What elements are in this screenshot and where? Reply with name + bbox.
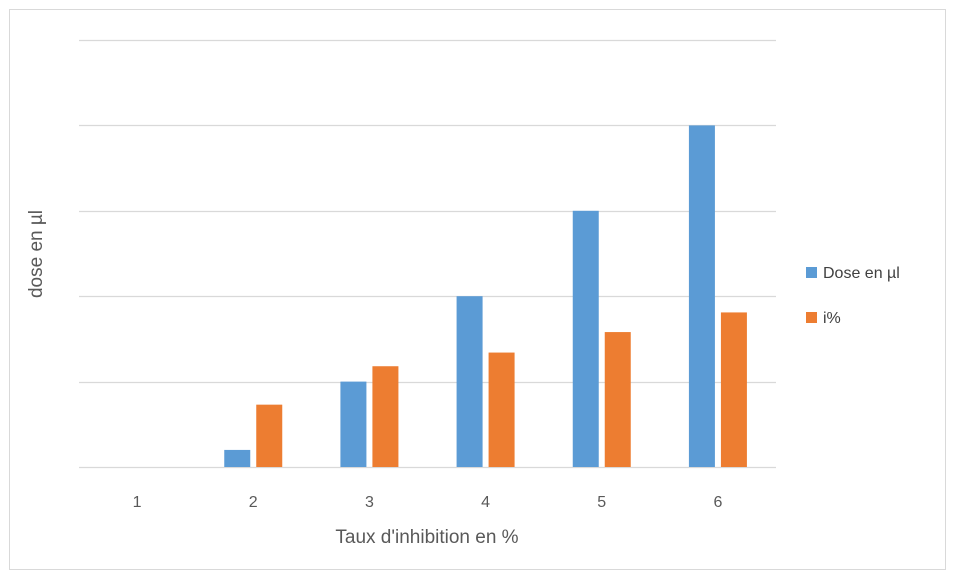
x-axis-title: Taux d'inhibition en %	[335, 527, 518, 548]
bar-i-percent-3	[372, 366, 399, 467]
x-tick-label: 4	[481, 494, 490, 511]
bar-dose-2	[224, 449, 251, 467]
bar-dose-6	[688, 125, 715, 468]
legend-label: Dose en µl	[823, 265, 900, 282]
bar-i-percent-6	[720, 312, 747, 467]
bar-i-percent-2	[256, 404, 283, 467]
legend-swatch	[806, 267, 817, 278]
legend-swatch	[806, 312, 817, 323]
x-tick-label: 1	[133, 494, 142, 511]
y-axis-title: dose en µl	[26, 210, 47, 298]
chart-frame	[9, 9, 946, 570]
x-tick-labels: 1 2 3 4 5 6	[133, 494, 723, 511]
bar-i-percent-4	[488, 352, 515, 467]
bar-dose-4	[456, 296, 483, 467]
bar-i-percent-5	[604, 332, 631, 467]
bar-dose-5	[572, 210, 599, 468]
x-tick-label: 3	[365, 494, 374, 511]
gridlines	[79, 39, 776, 469]
legend: Dose en µl i%	[806, 265, 900, 327]
x-tick-label: 5	[597, 494, 606, 511]
x-tick-label: 2	[249, 494, 258, 511]
x-tick-label: 6	[713, 494, 722, 511]
bars	[224, 125, 747, 468]
legend-label: i%	[823, 310, 841, 327]
bar-dose-3	[340, 381, 367, 467]
